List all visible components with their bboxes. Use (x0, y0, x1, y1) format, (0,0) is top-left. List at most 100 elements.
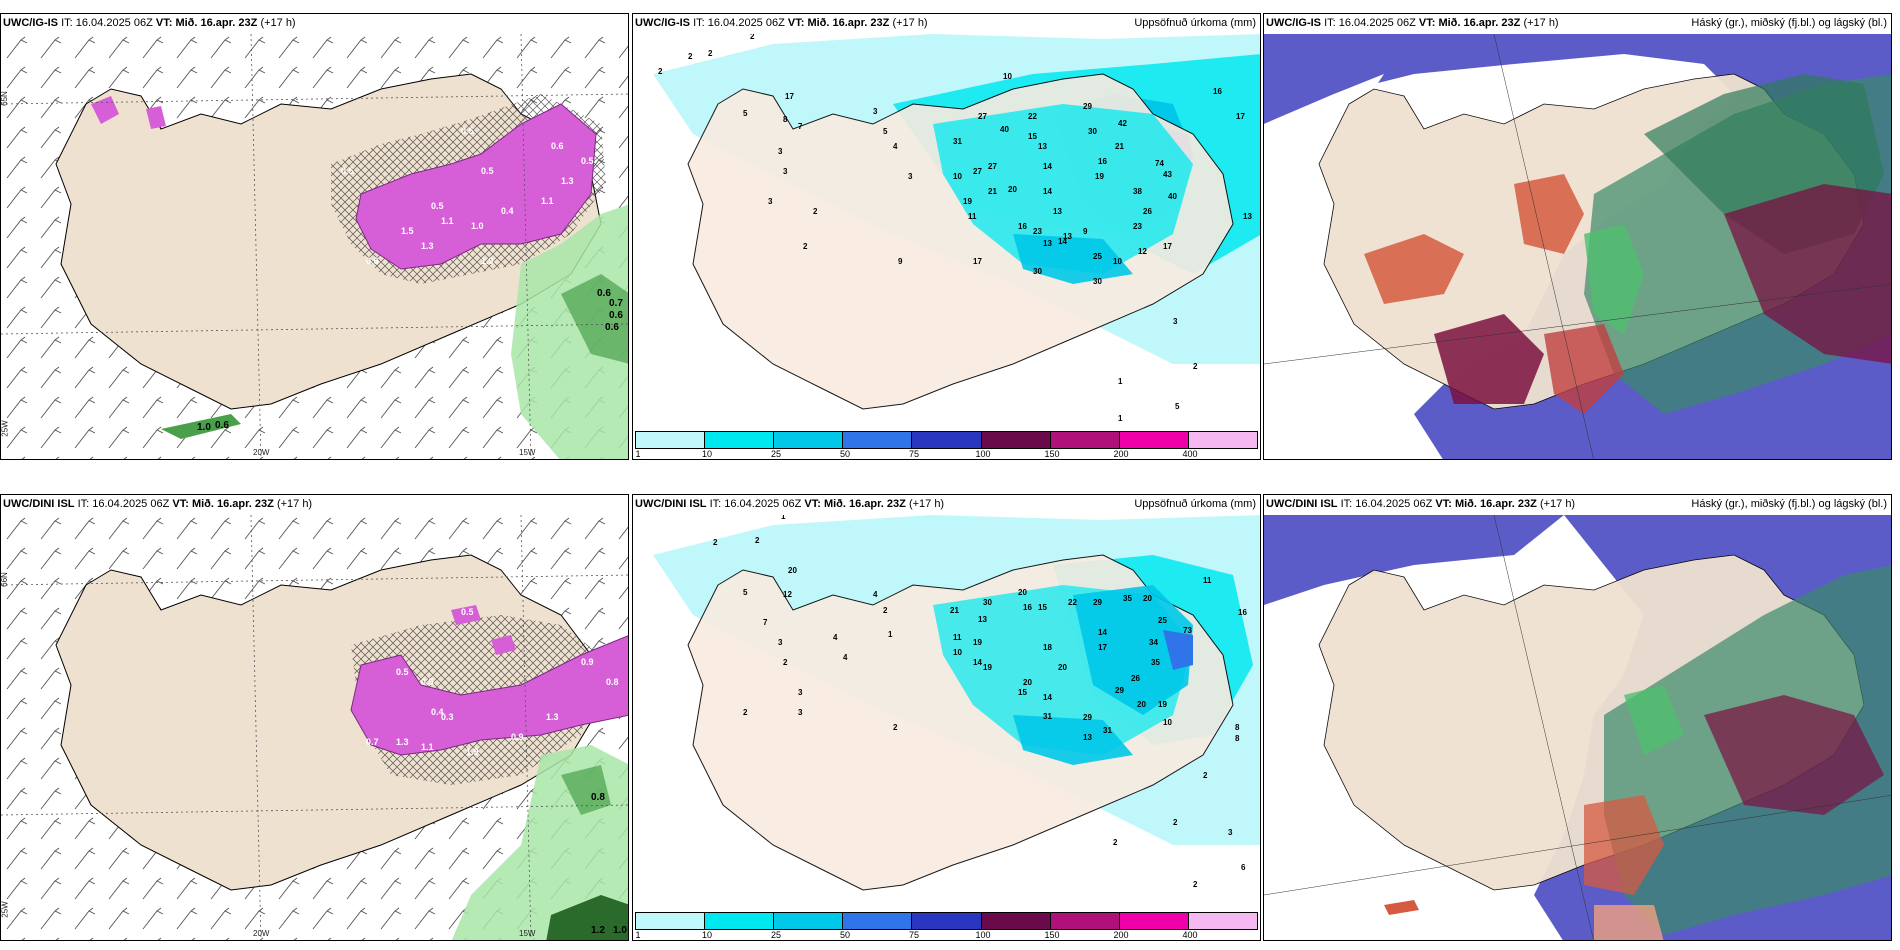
svg-text:14: 14 (973, 658, 982, 667)
svg-text:3: 3 (778, 638, 783, 647)
colorbar-seg (705, 913, 775, 929)
svg-text:3: 3 (798, 688, 803, 697)
svg-text:10: 10 (1113, 257, 1122, 266)
svg-text:30: 30 (983, 598, 992, 607)
lat-label-66n: 66N (0, 572, 9, 587)
svg-text:8: 8 (1235, 734, 1240, 743)
svg-text:1.1: 1.1 (421, 742, 434, 752)
svg-text:11: 11 (953, 633, 962, 642)
colorbar-seg (912, 432, 982, 448)
svg-text:0.9: 0.9 (581, 657, 594, 667)
svg-text:14: 14 (1043, 162, 1052, 171)
svg-text:25: 25 (1158, 616, 1167, 625)
svg-text:35: 35 (1151, 658, 1160, 667)
svg-text:30: 30 (1093, 277, 1102, 286)
colorbar (635, 912, 1258, 930)
colorbar-seg (774, 913, 844, 929)
colorbar-seg (1050, 913, 1120, 929)
svg-text:42: 42 (1118, 119, 1127, 128)
panel-title: Háský (gr.), miðský (fj.bl.) og lágský (… (1691, 498, 1887, 510)
svg-text:23: 23 (1033, 227, 1042, 236)
svg-text:21: 21 (950, 606, 959, 615)
precip-map: 2 2 2 2 17 5 8 7 3 3 3 5 4 3 2 2 3 9 17 … (653, 34, 1260, 423)
svg-text:2: 2 (783, 658, 788, 667)
svg-text:1.3: 1.3 (561, 176, 574, 186)
svg-text:4: 4 (833, 633, 838, 642)
svg-text:16: 16 (1018, 222, 1027, 231)
precip-values: 0.5 0.5 0.5 0.6 0.5 1.1 1.3 1.0 0.4 1.1 … (341, 126, 594, 266)
svg-text:1.0: 1.0 (613, 925, 627, 936)
svg-text:1.5: 1.5 (401, 226, 414, 236)
svg-text:0.5: 0.5 (341, 166, 354, 176)
svg-text:26: 26 (1143, 207, 1152, 216)
svg-text:9: 9 (1083, 227, 1088, 236)
svg-text:13: 13 (1243, 212, 1252, 221)
precip-green (511, 204, 628, 459)
svg-text:10: 10 (1163, 718, 1172, 727)
svg-text:0.5: 0.5 (431, 201, 444, 211)
svg-text:13: 13 (978, 615, 987, 624)
svg-text:16: 16 (1023, 603, 1032, 612)
svg-text:20: 20 (788, 566, 797, 575)
svg-text:0.6: 0.6 (597, 288, 611, 299)
svg-text:0.6: 0.6 (366, 256, 379, 266)
svg-text:2: 2 (755, 536, 760, 545)
cloud-map (1264, 515, 1891, 940)
colorbar-seg (843, 432, 913, 448)
svg-text:20: 20 (1023, 678, 1032, 687)
svg-text:2: 2 (1113, 838, 1118, 847)
svg-text:1: 1 (888, 630, 893, 639)
svg-text:19: 19 (1095, 172, 1104, 181)
svg-text:1.1: 1.1 (541, 196, 554, 206)
svg-text:8: 8 (783, 115, 788, 124)
wind-map: 0.5 0.5 0.5 0.4 0.7 1.3 1.1 1.9 0.9 1.3 … (1, 515, 628, 940)
panel-header: UWC/IG-IS IT: 16.04.2025 06Z VT: Mið. 16… (1266, 17, 1559, 29)
svg-text:15: 15 (1038, 603, 1047, 612)
svg-text:43: 43 (1163, 170, 1172, 179)
precip-label-values: 2 2 2 2 17 5 8 7 3 3 3 5 4 3 2 2 3 9 17 … (658, 34, 1252, 423)
svg-text:20: 20 (1008, 185, 1017, 194)
svg-text:7: 7 (763, 618, 768, 627)
svg-text:21: 21 (1115, 142, 1124, 151)
svg-text:6: 6 (1241, 863, 1246, 872)
svg-text:1.0: 1.0 (471, 221, 484, 231)
colorbar-seg (1188, 913, 1257, 929)
svg-text:19: 19 (963, 197, 972, 206)
svg-text:29: 29 (1083, 102, 1092, 111)
svg-text:26: 26 (1131, 674, 1140, 683)
svg-text:0.6: 0.6 (215, 420, 229, 431)
svg-text:5: 5 (743, 109, 748, 118)
svg-text:22: 22 (1068, 598, 1077, 607)
svg-text:3: 3 (908, 172, 913, 181)
svg-text:0.5: 0.5 (481, 166, 494, 176)
svg-text:2: 2 (1193, 362, 1198, 371)
svg-text:1.3: 1.3 (421, 241, 434, 251)
svg-text:16: 16 (1098, 157, 1107, 166)
svg-text:1: 1 (1118, 414, 1123, 423)
svg-text:1: 1 (781, 515, 786, 521)
panel-precip-dini: UWC/DINI ISL IT: 16.04.2025 06Z VT: Mið.… (632, 494, 1261, 941)
colorbar-seg (705, 432, 775, 448)
lat-label-25w: 25W (0, 420, 10, 437)
svg-text:0.8: 0.8 (606, 677, 619, 687)
svg-text:15: 15 (1028, 132, 1037, 141)
svg-text:12: 12 (783, 590, 792, 599)
colorbar-seg (636, 432, 706, 448)
svg-text:0.6: 0.6 (609, 310, 623, 321)
colorbar-seg (774, 432, 844, 448)
svg-text:10: 10 (1003, 72, 1012, 81)
svg-text:1.0: 1.0 (197, 422, 211, 433)
svg-text:73: 73 (1183, 626, 1192, 635)
svg-text:3: 3 (768, 197, 773, 206)
svg-text:18: 18 (1043, 643, 1052, 652)
colorbar-seg (981, 432, 1051, 448)
svg-text:20: 20 (1018, 588, 1027, 597)
svg-text:38: 38 (1133, 187, 1142, 196)
panel-clouds-dini: UWC/DINI ISL IT: 16.04.2025 06Z VT: Mið.… (1263, 494, 1892, 941)
colorbar-seg (1188, 432, 1257, 448)
panel-title: Uppsöfnuð úrkoma (mm) (1134, 17, 1256, 29)
lat-label-25w: 25W (0, 901, 10, 918)
svg-text:0.4: 0.4 (431, 707, 444, 717)
svg-text:31: 31 (953, 137, 962, 146)
svg-text:19: 19 (973, 638, 982, 647)
